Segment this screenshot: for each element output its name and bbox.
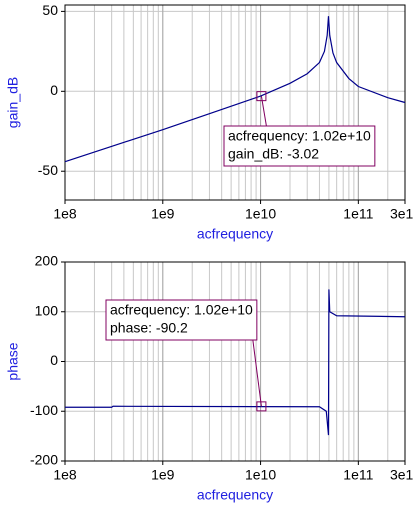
plot: -50 0 50 1e8 1e9 1e10 1e11 3e11 acfrequency gain_… [5,2,413,242]
y-tick-label: 100 [35,302,59,318]
annotation-text: acfrequency: 1.02e+10 [110,302,253,318]
y-tick-label: -200 [30,452,58,468]
y-tick-label: 0 [50,82,58,98]
plot-frame [64,261,406,462]
y-axis-label: gain_dB [5,77,21,128]
x-tick-label: 3e11 [390,206,413,222]
annotation-marker [256,91,267,102]
annotation-marker [256,401,267,412]
y-tick-label: -100 [30,402,58,418]
annotation-box [105,299,258,341]
annotation: acfrequency: 1.02e+10 phase: -90.2 [105,299,267,412]
y-axis-label: phase [5,342,21,380]
series-line [65,289,406,436]
x-tick-label: 1e9 [151,206,175,222]
x-tick-label: 1e10 [245,206,276,222]
x-tick-label: 1e11 [343,467,373,483]
x-tick-label: 3e11 [390,467,413,483]
y-tick-label: 50 [42,2,58,18]
annotation-box [223,125,376,167]
x-tick-label: 1e9 [151,467,175,483]
x-tick-label: 1e8 [53,467,77,483]
x-axis-label: acfrequency [197,487,273,503]
x-axis-label: acfrequency [197,226,273,242]
annotation-connector [252,339,262,407]
x-tick-label: 1e10 [245,467,276,483]
plot: -200 -100 0 100 200 1e8 1e9 1e10 1e11 3e11 acfrequ… [5,253,413,503]
annotation-text: gain_dB: -3.02 [228,146,319,162]
annotation: acfrequency: 1.02e+10 gain_dB: -3.02 [223,91,376,167]
annotation-text: phase: -90.2 [110,320,188,336]
x-tick-label: 1e11 [343,206,373,222]
y-tick-label: 200 [35,253,59,269]
annotation-text: acfrequency: 1.02e+10 [228,128,371,144]
y-tick-label: -50 [38,162,58,178]
y-tick-label: 0 [50,352,58,368]
series-line [64,16,406,163]
x-tick-label: 1e8 [53,206,77,222]
